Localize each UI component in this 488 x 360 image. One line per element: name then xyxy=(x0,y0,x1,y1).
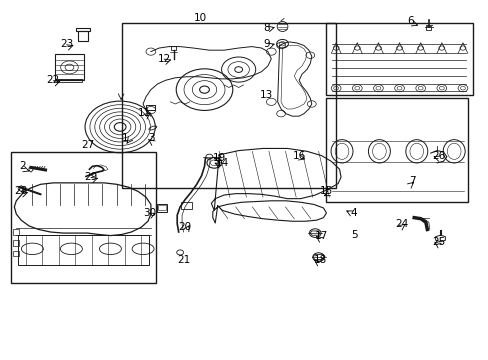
Text: 21: 21 xyxy=(177,255,190,265)
Text: 1: 1 xyxy=(122,133,128,143)
Text: 30: 30 xyxy=(142,208,156,218)
Text: 20: 20 xyxy=(178,222,191,232)
Bar xyxy=(57,79,82,82)
Bar xyxy=(146,105,155,110)
Text: 19: 19 xyxy=(212,153,225,163)
Text: 25: 25 xyxy=(431,237,444,247)
Bar xyxy=(13,229,19,235)
Text: 8: 8 xyxy=(263,23,269,33)
Text: 29: 29 xyxy=(84,172,97,182)
Text: 5: 5 xyxy=(350,230,357,239)
Text: 7: 7 xyxy=(408,176,415,186)
Bar xyxy=(326,23,472,95)
Text: 23: 23 xyxy=(60,40,73,49)
Text: 17: 17 xyxy=(314,231,327,240)
Text: 18: 18 xyxy=(313,255,326,265)
Text: 6: 6 xyxy=(406,17,413,27)
Bar xyxy=(171,46,176,50)
Text: 22: 22 xyxy=(47,75,60,85)
Bar xyxy=(76,28,90,31)
Text: 10: 10 xyxy=(194,13,207,23)
Bar xyxy=(181,202,191,209)
Text: 13: 13 xyxy=(259,90,272,100)
Bar xyxy=(158,205,165,211)
Text: 24: 24 xyxy=(394,219,407,229)
Bar xyxy=(13,240,19,246)
Text: 12: 12 xyxy=(157,54,170,64)
Text: 27: 27 xyxy=(81,140,94,150)
Bar xyxy=(78,31,88,41)
Text: 4: 4 xyxy=(350,208,357,218)
Bar xyxy=(55,54,83,80)
Bar xyxy=(13,251,19,256)
Text: 26: 26 xyxy=(431,150,444,161)
Bar xyxy=(122,23,335,188)
Text: 16: 16 xyxy=(292,150,305,161)
Bar xyxy=(426,26,430,30)
Text: 11: 11 xyxy=(138,108,151,118)
Bar xyxy=(11,152,156,283)
Bar xyxy=(157,204,167,212)
Text: 9: 9 xyxy=(263,40,269,49)
Bar xyxy=(326,98,467,202)
Text: 15: 15 xyxy=(319,186,332,197)
Text: 2: 2 xyxy=(20,161,26,171)
Text: 28: 28 xyxy=(15,186,28,197)
Text: 3: 3 xyxy=(148,133,155,143)
Text: 14: 14 xyxy=(216,158,229,168)
